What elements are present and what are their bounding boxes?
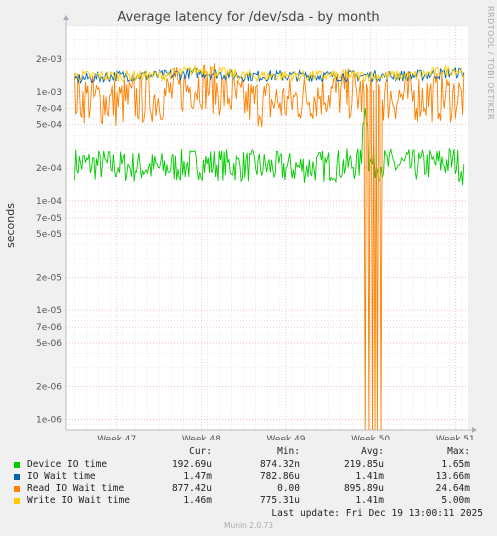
legend-header: Avg: <box>361 446 384 457</box>
legend-max: 5.00m <box>441 495 470 506</box>
y-tick-label: 1e-04 <box>36 197 62 207</box>
x-axis-arrow <box>472 427 477 433</box>
chart-title: Average latency for /dev/sda - by month <box>117 10 380 25</box>
legend-row: Device IO time <box>14 459 107 470</box>
series-line <box>74 108 465 186</box>
legend-header: Cur: <box>189 446 212 457</box>
legend-series-name: Write IO Wait time <box>27 495 130 506</box>
y-tick-label: 1e-03 <box>36 88 62 98</box>
munin-version: Munin 2.0.73 <box>223 521 274 530</box>
legend-series-name: Device IO time <box>27 459 108 470</box>
legend-swatch <box>14 485 20 492</box>
legend-header: Min: <box>277 446 300 457</box>
x-tick-label: Week 50 <box>351 435 390 440</box>
y-tick-label: 2e-03 <box>36 55 62 65</box>
legend-avg: 895.89u <box>343 483 384 494</box>
legend-avg: 1.41m <box>355 495 384 506</box>
legend-max: 24.64m <box>435 483 470 494</box>
legend-min: 874.32n <box>259 459 300 470</box>
legend-series-name: Read IO Wait time <box>27 483 125 494</box>
legend-min: 775.31u <box>259 495 300 506</box>
legend-avg: 1.41m <box>355 471 384 482</box>
legend-swatch <box>14 473 20 480</box>
legend-min: 0.00 <box>277 483 300 494</box>
x-tick-label: Week 51 <box>436 435 475 440</box>
y-tick-label: 5e-06 <box>36 339 62 349</box>
series-line <box>74 64 465 83</box>
legend-row: IO Wait time <box>14 471 96 482</box>
legend-cur: 1.46m <box>183 495 212 506</box>
legend-max: 13.66m <box>435 471 470 482</box>
legend-avg: 219.85u <box>343 459 384 470</box>
y-tick-label: 2e-04 <box>36 164 62 174</box>
legend-series-name: IO Wait time <box>27 471 96 482</box>
y-tick-label: 7e-06 <box>36 323 62 333</box>
y-tick-label: 5e-05 <box>36 230 62 240</box>
last-update: Last update: Fri Dec 19 13:00:11 2025 <box>271 508 483 519</box>
legend-header: Max: <box>447 446 470 457</box>
series-line <box>74 63 465 431</box>
y-tick-label: 7e-04 <box>36 105 62 115</box>
y-tick-label: 1e-05 <box>36 306 62 316</box>
legend-cur: 1.47m <box>183 471 212 482</box>
rrdtool-credit: RRDTOOL / TOBI OETIKER <box>486 6 495 121</box>
legend-max: 1.65m <box>441 459 470 470</box>
legend-row: Read IO Wait time <box>14 483 124 494</box>
y-tick-label: 5e-04 <box>36 121 62 131</box>
x-tick-label: Week 47 <box>97 435 136 440</box>
legend-row: Write IO Wait time <box>14 495 130 506</box>
y-tick-label: 1e-06 <box>36 415 62 425</box>
legend-swatch <box>14 461 20 468</box>
series-line <box>74 66 465 85</box>
x-tick-label: Week 49 <box>267 435 306 440</box>
chart-plot: 2e-03 1e-03 7e-04 5e-04 2e-04 1e-04 7e-05 5e-05… <box>36 15 477 440</box>
y-tick-label: 2e-06 <box>36 383 62 393</box>
legend-min: 782.86u <box>259 471 300 482</box>
legend-swatch <box>14 497 20 504</box>
legend-cur: 877.42u <box>171 483 212 494</box>
y-axis-arrow <box>63 15 69 20</box>
legend-cur: 192.69u <box>171 459 212 470</box>
y-tick-label: 2e-05 <box>36 273 62 283</box>
y-tick-label: 7e-05 <box>36 214 62 224</box>
x-tick-label: Week 48 <box>182 435 221 440</box>
